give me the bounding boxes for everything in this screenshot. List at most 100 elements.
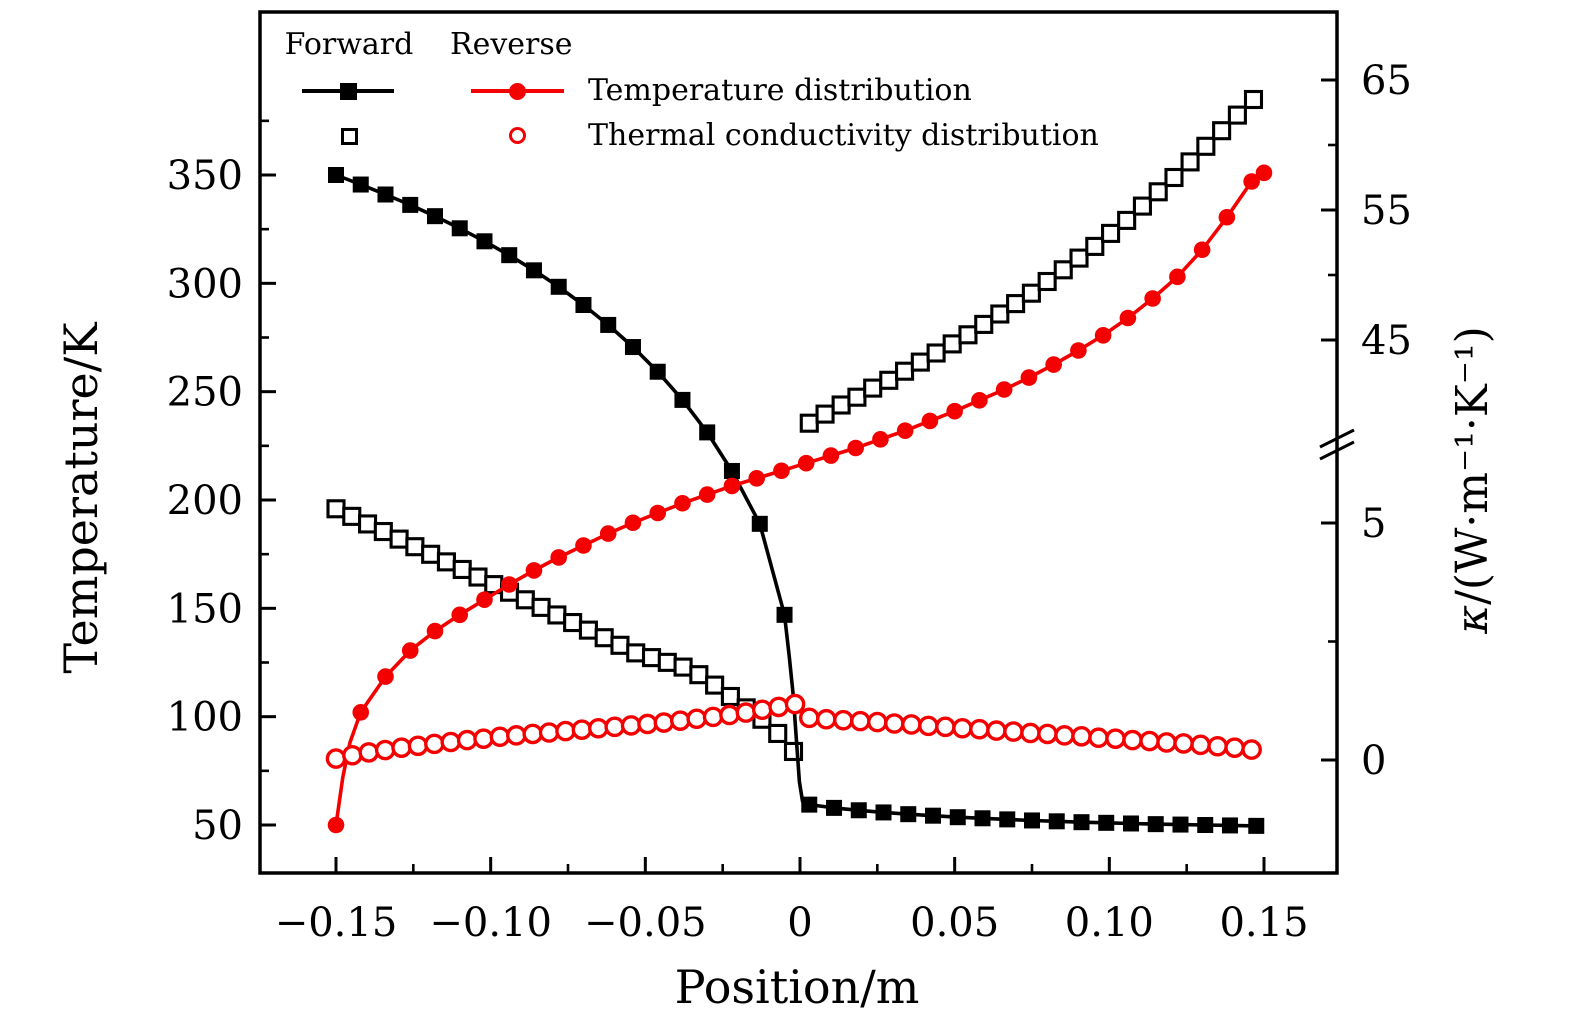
series-reverse-kappa-marker <box>901 714 922 735</box>
series-forward-kappa-marker <box>626 643 646 663</box>
series-reverse-temperature-marker <box>1119 309 1137 327</box>
series-forward-kappa-marker <box>1227 105 1247 125</box>
series-reverse-kappa-marker <box>884 713 905 734</box>
series-forward-kappa-marker <box>815 404 835 424</box>
series-forward-kappa-marker <box>689 665 709 685</box>
series-forward-kappa-marker <box>531 597 551 617</box>
x-axis: −0.15 −0.10 −0.05 0 0.05 0.10 0.15 Position/m <box>275 857 1309 1014</box>
y-right-tick-label: 65 <box>1361 58 1412 104</box>
series-forward-temperature-marker <box>1073 814 1090 831</box>
series-forward-kappa-marker <box>436 552 456 572</box>
y-left-tick-label: 300 <box>167 261 243 307</box>
series-forward-temperature-marker <box>776 606 793 623</box>
series-forward-kappa-marker <box>1117 210 1137 230</box>
series-forward-temperature-marker <box>600 316 617 333</box>
series-forward-kappa-marker <box>1021 283 1041 303</box>
series-reverse-temperature-marker <box>847 439 864 457</box>
series-forward-kappa-marker <box>910 352 930 372</box>
series-reverse-kappa-marker <box>867 711 888 733</box>
y-left-tick-label: 350 <box>167 153 243 199</box>
series-forward-temperature-marker <box>1221 817 1238 834</box>
series-reverse-temperature-marker <box>1144 290 1161 307</box>
y-axis-right: 0 5 45 55 65 κ/(W·m⁻¹·K⁻¹) <box>1319 58 1498 784</box>
series-reverse-kappa-marker <box>798 707 820 729</box>
series-forward-kappa-marker <box>1085 236 1105 256</box>
series-reverse-kappa-marker <box>588 717 609 739</box>
series-reverse-temperature-marker <box>575 537 592 554</box>
series-forward-kappa-marker <box>452 559 472 580</box>
series-reverse-kappa-marker <box>1105 728 1126 749</box>
series-reverse-temperature-marker <box>500 576 518 593</box>
series-reverse-temperature-marker <box>698 486 716 503</box>
series-forward-kappa-marker <box>847 387 867 407</box>
y-left-tick-label: 200 <box>167 478 243 524</box>
series-layer <box>325 89 1273 834</box>
series-forward-temperature-marker <box>826 799 843 816</box>
series-forward-kappa-marker <box>1148 182 1168 202</box>
x-axis-title: Position/m <box>675 960 920 1014</box>
series-reverse-temperature-marker <box>525 562 543 579</box>
series-reverse-temperature-marker <box>995 381 1013 398</box>
series-forward-kappa-marker <box>768 723 788 744</box>
series-forward-kappa-marker <box>720 686 740 707</box>
series-forward-temperature-marker <box>525 262 542 279</box>
series-forward-kappa-marker <box>974 314 994 334</box>
series-reverse-temperature-marker <box>797 454 815 472</box>
series-forward-kappa-marker <box>373 521 393 542</box>
y-left-tick-label: 150 <box>167 586 243 632</box>
series-reverse-kappa-marker <box>473 728 494 749</box>
series-reverse-kappa-marker <box>506 725 527 746</box>
y-left-tick-label: 100 <box>167 695 243 741</box>
series-forward-kappa-marker <box>578 620 598 640</box>
series-reverse-kappa-marker <box>1207 735 1228 757</box>
y-left-tick-label: 50 <box>192 803 243 849</box>
y-right-tick-label: 5 <box>1361 501 1386 547</box>
series-forward-kappa-marker <box>958 325 978 345</box>
series-forward-kappa-marker <box>879 370 899 390</box>
series-reverse-kappa-marker <box>358 742 380 763</box>
y-right-tick-label: 0 <box>1361 738 1386 784</box>
series-reverse-kappa <box>325 693 1262 769</box>
series-reverse-temperature-marker <box>649 504 667 522</box>
series-forward-kappa-marker <box>1006 294 1026 314</box>
series-reverse-temperature-marker <box>1070 342 1087 359</box>
series-forward-kappa-marker <box>831 395 851 415</box>
series-reverse-temperature-marker <box>921 412 939 430</box>
series-reverse-temperature-marker <box>1169 268 1186 286</box>
series-reverse-temperature-marker <box>1255 164 1273 182</box>
series-forward-temperature-marker <box>850 802 867 819</box>
series-forward-kappa-marker <box>942 334 962 354</box>
series-reverse-temperature-marker <box>401 642 419 659</box>
series-reverse-temperature-marker <box>748 470 765 487</box>
series-reverse-temperature-marker <box>550 549 568 566</box>
series-forward-kappa-marker <box>1101 223 1121 243</box>
y-left-title: Temperature/K <box>54 321 108 674</box>
series-reverse-temperature-marker <box>352 704 370 721</box>
series-forward-temperature-marker <box>1248 817 1265 834</box>
series-forward-temperature-marker <box>328 167 345 183</box>
series-reverse-temperature-marker <box>327 816 345 834</box>
series-forward-kappa-marker <box>657 652 677 672</box>
series-forward-kappa-marker <box>547 605 567 625</box>
series-forward-temperature-marker <box>974 810 991 827</box>
series-forward-kappa-marker <box>895 361 915 381</box>
series-reverse-temperature <box>327 164 1273 834</box>
series-forward-temperature-line <box>335 173 1257 828</box>
series-forward-temperature-marker <box>451 220 468 237</box>
series-reverse-kappa-marker <box>969 718 990 740</box>
series-forward-temperature-marker <box>1098 814 1115 831</box>
y-right-tick-label: 45 <box>1361 318 1412 364</box>
series-forward-temperature-marker <box>1048 813 1065 830</box>
series-forward-kappa <box>326 89 1264 762</box>
series-reverse-kappa-marker <box>440 731 462 753</box>
series-reverse-kappa-marker <box>935 716 956 738</box>
series-reverse-kappa-marker <box>815 708 837 730</box>
series-reverse-kappa-marker <box>1122 729 1143 751</box>
series-reverse-kappa-marker <box>1156 732 1177 753</box>
x-axis-tick-label: 0 <box>787 900 812 946</box>
series-forward-kappa-marker <box>863 378 883 398</box>
series-reverse-temperature-marker <box>674 494 691 512</box>
series-reverse-kappa-marker <box>1190 734 1211 756</box>
series-reverse-kappa-marker <box>391 737 412 758</box>
